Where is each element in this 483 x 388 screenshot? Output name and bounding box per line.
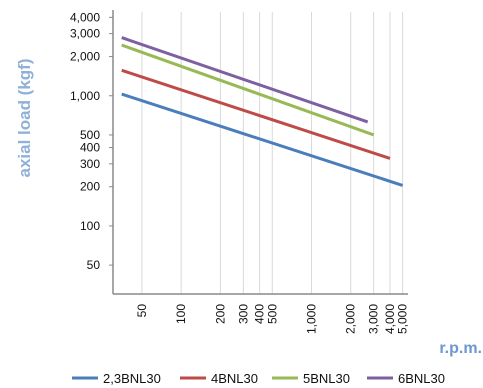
y-tick-label-6: 300 <box>80 157 100 171</box>
y-tick-label-2: 2,000 <box>70 50 100 64</box>
y-tick-label-1: 3,000 <box>70 27 100 41</box>
x-tick-label-9: 4,000 <box>383 304 397 334</box>
x-tick-label-0: 50 <box>135 304 149 318</box>
x-tick-label-5: 500 <box>265 304 279 324</box>
legend-item-1: 4BNL30 <box>180 371 258 386</box>
series-line-0 <box>121 92 404 187</box>
axes <box>109 10 408 295</box>
x-tick-label-3: 300 <box>236 304 250 324</box>
legend-item-0: 2,3BNL30 <box>72 371 161 386</box>
legend: 2,3BNL30 4BNL30 5BNL30 6BNL30 <box>72 371 445 386</box>
series-line-2 <box>121 43 375 137</box>
y-tick-label-0: 4,000 <box>70 10 100 24</box>
series-lines <box>121 36 404 187</box>
vertical-gridlines <box>141 12 404 294</box>
series-line-1 <box>121 68 391 160</box>
x-tick-label-4: 400 <box>253 304 267 324</box>
x-tick-label-10: 5,000 <box>396 304 410 334</box>
y-tick-label-5: 400 <box>80 141 100 155</box>
series-line-3 <box>121 36 369 124</box>
y-tick-label-8: 100 <box>80 219 100 233</box>
legend-label-2: 5BNL30 <box>303 371 350 386</box>
y-tick-label-7: 200 <box>80 180 100 194</box>
legend-item-2: 5BNL30 <box>272 371 350 386</box>
y-tick-label-3: 1,000 <box>70 89 100 103</box>
legend-label-1: 4BNL30 <box>211 371 258 386</box>
x-tick-label-1: 100 <box>174 304 188 324</box>
x-tick-label-7: 2,000 <box>344 304 358 334</box>
legend-item-3: 6BNL30 <box>367 371 445 386</box>
y-tick-label-9: 50 <box>87 258 101 272</box>
y-tick-label-4: 500 <box>80 128 100 142</box>
y-axis-label: axial load (kgf) <box>15 58 34 177</box>
x-tick-label-2: 200 <box>213 304 227 324</box>
legend-label-3: 6BNL30 <box>398 371 445 386</box>
legend-label-0: 2,3BNL30 <box>103 371 161 386</box>
x-axis-label: r.p.m. <box>439 340 482 357</box>
x-tick-label-8: 3,000 <box>367 304 381 334</box>
x-tick-label-6: 1,000 <box>304 304 318 334</box>
